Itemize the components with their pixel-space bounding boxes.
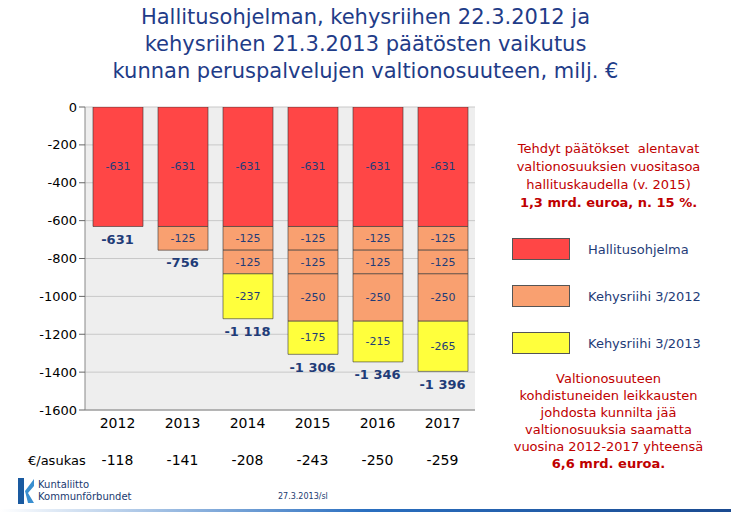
svg-text:-800: -800 [47, 251, 77, 266]
html-text:vuosina 2012-2017 yhteensä: vuosina 2012-2017 yhteensä [513, 439, 704, 454]
html-text:€/asukas: €/asukas [28, 453, 86, 468]
html-text:1,3 mrd. euroa, n. 15 %.: 1,3 mrd. euroa, n. 15 %. [519, 195, 698, 210]
svg-text:2012: 2012 [100, 415, 136, 431]
html-text:Tehdyt päätökset alentavat: Tehdyt päätökset alentavat [517, 141, 700, 156]
html-text:Valtionosuuteen: Valtionosuuteen [556, 371, 661, 386]
svg-text:-125: -125 [171, 232, 196, 245]
svg-text:-631: -631 [431, 160, 456, 173]
svg-text:2016: 2016 [360, 415, 396, 431]
html-text:johdosta kunnilta jää: johdosta kunnilta jää [540, 405, 677, 420]
html-text:-118: -118 [101, 452, 134, 468]
svg-text:-250: -250 [366, 291, 391, 304]
svg-text:-125: -125 [366, 232, 391, 245]
svg-text:-175: -175 [301, 331, 326, 344]
html-text:27.3.2013/sl: 27.3.2013/sl [278, 492, 328, 501]
svg-text:-756: -756 [166, 255, 199, 270]
html-text:-208: -208 [231, 452, 264, 468]
svg-text:-631: -631 [171, 160, 196, 173]
html-text:kehysriihen 21.3.2013 päätöste: kehysriihen 21.3.2013 päätösten vaikutus [144, 32, 587, 56]
svg-text:-1 396: -1 396 [419, 377, 465, 392]
svg-text:-125: -125 [366, 256, 391, 269]
svg-text:-600: -600 [47, 213, 77, 228]
html-text:-259: -259 [426, 452, 459, 468]
svg-text:-1 118: -1 118 [224, 324, 270, 339]
html-text:kunnan peruspalvelujen valtion: kunnan peruspalvelujen valtionosuuteen, … [112, 59, 619, 83]
svg-text:-215: -215 [366, 335, 391, 348]
svg-text:-631: -631 [101, 232, 134, 247]
html-text:-250: -250 [361, 452, 394, 468]
html-text:hallituskaudella (v. 2015): hallituskaudella (v. 2015) [526, 177, 691, 192]
svg-text:-1 346: -1 346 [354, 367, 400, 382]
html-text:-141: -141 [166, 452, 199, 468]
html-text:Kommunförbundet: Kommunförbundet [38, 491, 132, 502]
html-text:Kehysriihi 3/2013: Kehysriihi 3/2013 [588, 335, 701, 351]
svg-text:0: 0 [69, 100, 77, 115]
svg-text:2013: 2013 [165, 415, 201, 431]
svg-text:-265: -265 [431, 340, 456, 353]
html-text:Kehysriihi 3/2012: Kehysriihi 3/2012 [588, 288, 701, 304]
svg-text:2015: 2015 [295, 415, 331, 431]
svg-text:-1200: -1200 [39, 327, 77, 342]
svg-text:-631: -631 [236, 160, 261, 173]
svg-text:-250: -250 [301, 291, 326, 304]
svg-text:-125: -125 [301, 232, 326, 245]
html-text:6,6 mrd. euroa.: 6,6 mrd. euroa. [551, 456, 666, 471]
svg-text:-200: -200 [47, 137, 77, 152]
svg-text:-237: -237 [236, 290, 261, 303]
svg-text:-250: -250 [431, 291, 456, 304]
svg-text:-125: -125 [236, 232, 261, 245]
svg-text:-125: -125 [236, 256, 261, 269]
svg-text:-1 306: -1 306 [289, 360, 335, 375]
svg-text:-125: -125 [431, 232, 456, 245]
svg-text:-400: -400 [47, 175, 77, 190]
svg-text:-125: -125 [301, 256, 326, 269]
svg-text:-631: -631 [106, 160, 131, 173]
html-text:valtionosuuksia saamatta: valtionosuuksia saamatta [525, 422, 692, 437]
svg-text:2017: 2017 [425, 415, 461, 431]
html-text:Kuntaliitto: Kuntaliitto [38, 479, 90, 490]
svg-text:-631: -631 [366, 160, 391, 173]
html-text:Hallitusohjelma: Hallitusohjelma [588, 241, 689, 257]
svg-text:-125: -125 [431, 256, 456, 269]
svg-text:-1400: -1400 [39, 365, 77, 380]
html-text:kohdistuneiden leikkausten: kohdistuneiden leikkausten [519, 388, 698, 403]
svg-text:2014: 2014 [230, 415, 266, 431]
svg-text:-1000: -1000 [39, 289, 77, 304]
svg-text:-1600: -1600 [39, 403, 77, 418]
html-text:Hallitusohjelman, kehysriihen: Hallitusohjelman, kehysriihen 22.3.2012 … [140, 5, 591, 29]
svg-text:-631: -631 [301, 160, 326, 173]
html-text:valtionosuuksien vuositasoa: valtionosuuksien vuositasoa [516, 159, 701, 174]
html-text:-243: -243 [296, 452, 329, 468]
